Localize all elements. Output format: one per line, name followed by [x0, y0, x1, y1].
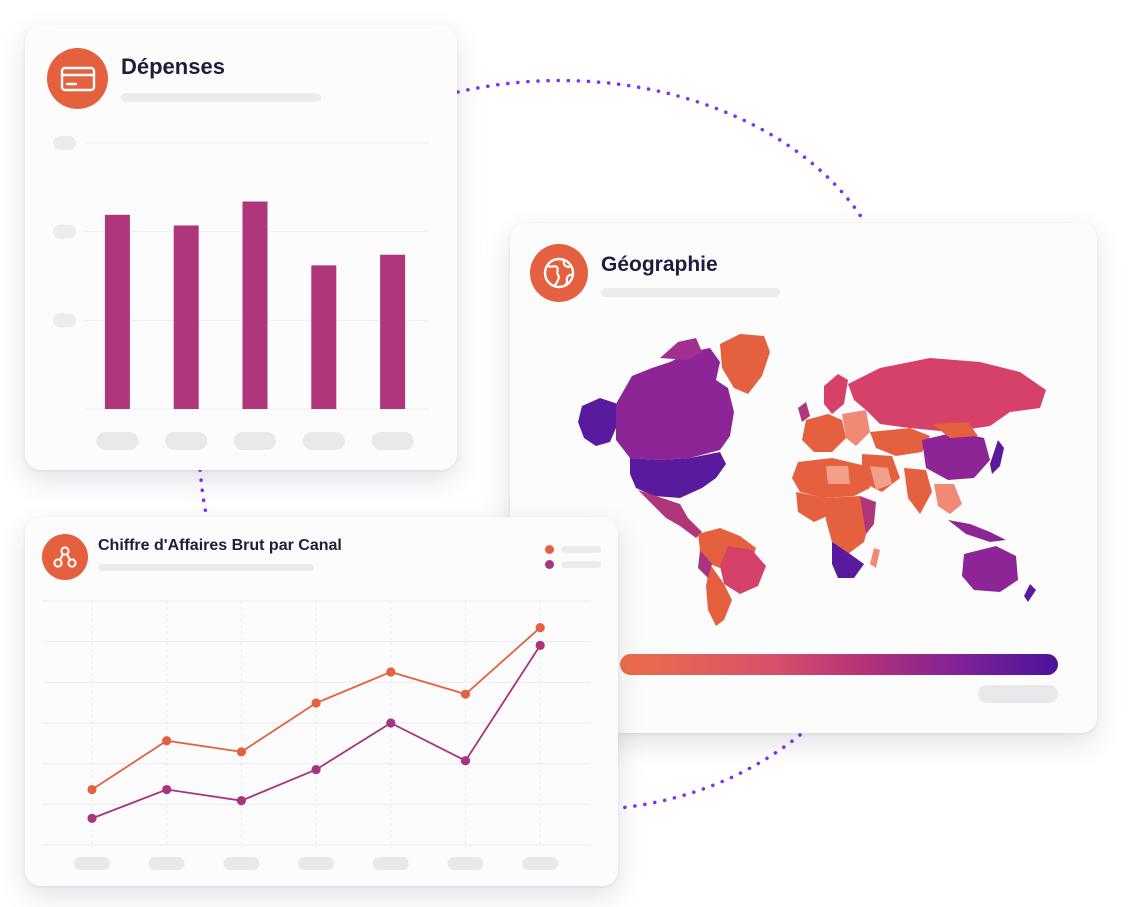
legend-label-series-1: [561, 546, 601, 553]
map-region-madagascar: [870, 548, 880, 568]
expenses-bar-chart: [53, 136, 429, 450]
expenses-card: Dépenses: [25, 25, 457, 470]
map-region-saudi: [870, 466, 892, 490]
map-region-usa: [630, 452, 726, 498]
series-2-point: [87, 813, 97, 823]
map-region-se-asia: [934, 484, 962, 514]
map-region-mexico: [638, 490, 702, 538]
series-2-point: [386, 718, 396, 728]
map-region-eastern-europe: [842, 410, 870, 446]
geography-footer-placeholder: [978, 685, 1058, 703]
map-region-canada-islands: [660, 338, 702, 360]
map-region-west-africa: [796, 492, 832, 522]
map-region-central-asia: [870, 428, 930, 456]
revenue-subtitle-placeholder: [98, 564, 314, 571]
series-1-point: [311, 698, 321, 708]
geography-subtitle-placeholder: [601, 288, 780, 297]
color-scale-bar: [620, 654, 1058, 675]
map-region-india: [904, 468, 932, 514]
bar: [311, 265, 337, 409]
series-2-point: [311, 764, 321, 775]
map-region-australia: [962, 546, 1018, 592]
bar-x-tick-placeholder: [165, 432, 208, 450]
map-region-scandinavia: [824, 374, 848, 414]
revenue-card: Chiffre d'Affaires Brut par Canal: [25, 517, 618, 886]
map-region-japan: [990, 440, 1004, 474]
bar-x-tick-placeholder: [96, 432, 139, 450]
line-x-tick-placeholder: [223, 857, 260, 870]
series-1-point: [460, 689, 471, 699]
line-x-tick-placeholder: [148, 857, 185, 870]
line-x-tick-placeholder: [372, 857, 409, 870]
map-region-uk: [798, 402, 810, 422]
series-2-point: [162, 784, 172, 795]
bar-y-tick-placeholder: [53, 313, 76, 328]
map-region-brazil: [720, 546, 766, 594]
map-region-peru: [698, 550, 712, 578]
bar: [173, 225, 199, 409]
line-x-tick-placeholder: [298, 857, 335, 870]
series-1-point: [386, 667, 396, 677]
map-region-greenland: [720, 334, 770, 394]
line-x-tick-placeholder: [74, 857, 110, 870]
expenses-icon-badge: [47, 48, 108, 109]
series-line-2: [91, 644, 541, 820]
bar-x-tick-placeholder: [371, 432, 414, 450]
map-region-south-america-south: [706, 564, 732, 626]
revenue-icon-badge: [42, 534, 88, 580]
series-1-point: [87, 784, 97, 795]
series-2-point: [535, 640, 545, 650]
series-1-point: [236, 747, 246, 757]
bar: [104, 214, 130, 409]
geography-icon-badge: [530, 244, 588, 302]
bar-x-tick-placeholder: [234, 432, 276, 450]
credit-card-icon: [60, 66, 95, 91]
bar: [380, 254, 406, 409]
bar-y-tick-placeholder: [53, 224, 76, 239]
map-region-china: [922, 432, 990, 480]
map-region-mongolia: [932, 422, 978, 438]
map-region-indonesia: [948, 520, 1006, 542]
legend-dot-series-1: [545, 545, 554, 554]
map-region-new-zealand: [1024, 584, 1036, 602]
series-1-point: [162, 736, 172, 746]
line-x-tick-placeholder: [522, 857, 559, 870]
share-nodes-icon: [53, 546, 77, 568]
map-region-southern-africa: [832, 542, 864, 578]
bar-y-tick-placeholder: [53, 136, 76, 150]
world-map: [578, 334, 1046, 626]
expenses-subtitle-placeholder: [121, 93, 321, 102]
series-2-point: [236, 796, 246, 806]
legend-dot-series-2: [545, 560, 554, 569]
globe-icon: [543, 257, 575, 289]
series-1-point: [535, 623, 545, 633]
series-2-point: [460, 756, 471, 766]
bar-x-tick-placeholder: [302, 432, 345, 450]
revenue-title: Chiffre d'Affaires Brut par Canal: [98, 537, 342, 554]
map-region-libya: [826, 466, 850, 484]
geography-title: Géographie: [601, 253, 718, 276]
revenue-line-chart: [42, 600, 591, 870]
map-region-alaska: [578, 398, 618, 446]
map-region-east-africa: [860, 496, 876, 534]
map-region-western-europe: [802, 414, 846, 452]
legend-label-series-2: [561, 561, 601, 568]
map-region-russia: [848, 358, 1046, 432]
expenses-title: Dépenses: [121, 54, 225, 79]
line-x-tick-placeholder: [447, 857, 484, 870]
bar: [242, 201, 268, 409]
map-region-canada: [616, 348, 734, 460]
map-region-central-africa: [824, 496, 870, 554]
